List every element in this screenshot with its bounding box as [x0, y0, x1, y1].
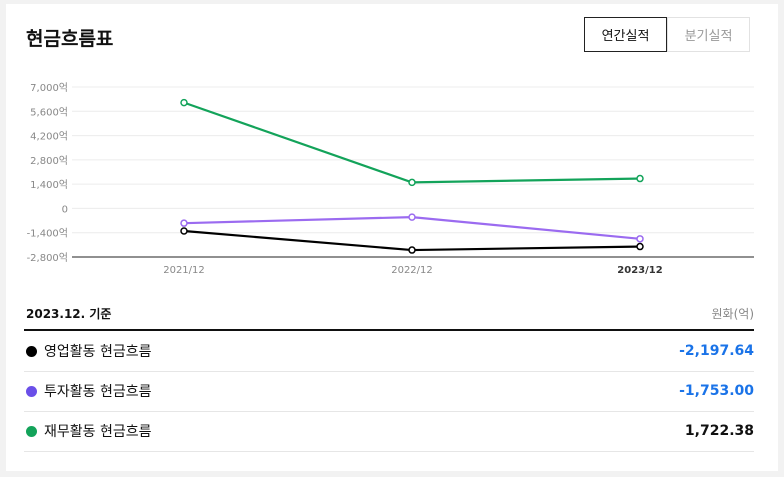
- row-value: -1,753.00: [679, 383, 754, 399]
- table-row: 영업활동 현금흐름 -2,197.64: [24, 331, 754, 372]
- y-tick-label: 1,400억: [30, 179, 68, 191]
- basis-date: 2023.12. 기준: [26, 307, 112, 321]
- y-tick-label: 4,200억: [30, 131, 68, 143]
- y-tick-label: 7,000억: [30, 82, 68, 94]
- tab-annual[interactable]: 연간실적: [584, 17, 667, 52]
- row-label: 투자활동 현금흐름: [44, 384, 152, 400]
- legend-dot-icon: [26, 425, 37, 437]
- row-value: 1,722.38: [684, 423, 754, 439]
- y-tick-label: -2,800억: [27, 252, 68, 264]
- cash-flow-line-chart: 7,000억 5,600억 4,200억 2,800억 1,400억 0 -1,400억 -2…: [27, 82, 754, 274]
- data-point: [636, 174, 644, 183]
- data-point: [636, 235, 644, 243]
- series-line: [183, 101, 641, 184]
- data-point: [180, 227, 188, 235]
- row-label: 영업활동 현금흐름: [44, 344, 152, 360]
- x-tick-label: 2022/12: [391, 265, 433, 274]
- y-tick-label: -1,400억: [27, 228, 68, 240]
- y-tick-label: 5,600억: [30, 106, 68, 118]
- table-row: 재무활동 현금흐름 1,722.38: [24, 411, 754, 452]
- cash-flow-card: 현금흐름표 연간실적 분기실적 7,000억 5,600억 4,200억 2,800억…: [6, 4, 778, 471]
- tab-quarterly[interactable]: 분기실적: [667, 17, 750, 52]
- table-divider: [24, 329, 754, 331]
- row-label: 재무활동 현금흐름: [44, 424, 152, 440]
- data-point: [408, 246, 416, 254]
- x-tick-label: 2021/12: [163, 265, 205, 274]
- data-point: [408, 213, 416, 221]
- data-point: [180, 98, 188, 107]
- data-point: [408, 178, 416, 187]
- y-tick-label: 0: [62, 204, 68, 215]
- period-tabs: 연간실적 분기실적: [584, 17, 750, 52]
- row-value: -2,197.64: [679, 343, 754, 359]
- data-point: [180, 219, 188, 227]
- y-tick-label: 2,800억: [30, 155, 68, 167]
- legend-dot-icon: [26, 385, 37, 397]
- unit-label: 원화(억): [711, 307, 754, 321]
- table-row: 투자활동 현금흐름 -1,753.00: [24, 371, 754, 412]
- x-tick-label: 2023/12: [617, 265, 662, 274]
- legend-dot-icon: [26, 345, 37, 357]
- data-point: [636, 242, 644, 251]
- page-title: 현금흐름표: [26, 28, 114, 50]
